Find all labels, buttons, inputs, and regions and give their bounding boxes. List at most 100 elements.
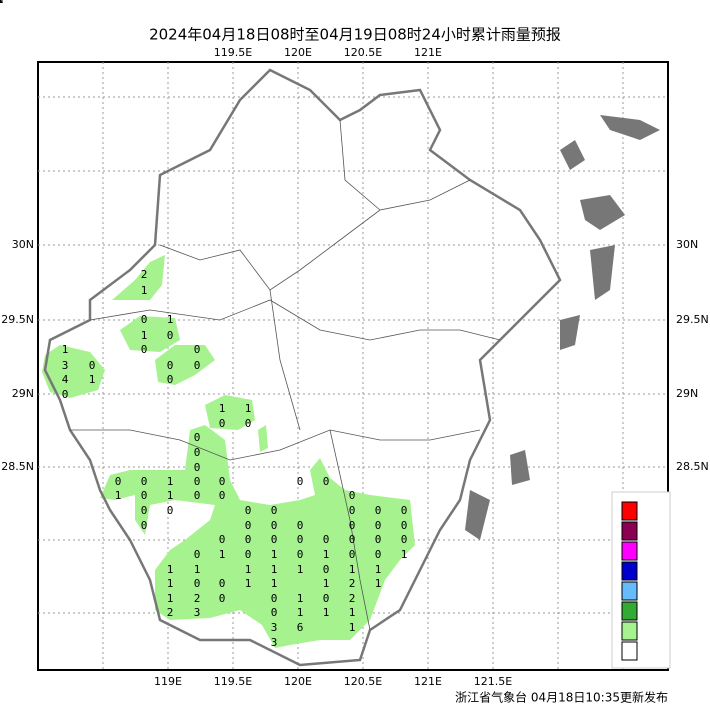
station-value: 1 — [141, 284, 148, 297]
county-borders — [70, 119, 501, 631]
rain-area — [120, 316, 180, 352]
station-value: 0 — [349, 519, 356, 532]
station-value: 0 — [245, 519, 252, 532]
station-value: 0 — [271, 533, 278, 546]
station-value: 0 — [297, 533, 304, 546]
station-value: 4 — [62, 373, 69, 386]
bottom-axis-label: 121.5E — [474, 675, 512, 688]
station-value: 0 — [297, 548, 304, 561]
province-outline — [43, 68, 562, 667]
station-value: 0 — [401, 533, 408, 546]
station-value: 1 — [271, 548, 278, 561]
station-value: 2 — [349, 577, 356, 590]
station-value: 1 — [349, 606, 356, 619]
bottom-axis-label: 120E — [284, 675, 312, 688]
station-value: 1 — [167, 563, 174, 576]
station-value: 0 — [141, 313, 148, 326]
bottom-axis-label: 120.5E — [344, 675, 382, 688]
station-value: 0 — [194, 475, 201, 488]
station-value: 1 — [219, 548, 226, 561]
station-value: 0 — [194, 359, 201, 372]
rain-area — [100, 425, 415, 648]
station-value: 1 — [375, 563, 382, 576]
station-value: 1 — [323, 577, 330, 590]
station-value: 1 — [167, 489, 174, 502]
top-axis-label: 119.5E — [214, 46, 252, 59]
rain-area — [155, 345, 215, 385]
station-value: 0 — [219, 592, 226, 605]
station-value: 0 — [167, 329, 174, 342]
station-value: 1 — [271, 577, 278, 590]
legend-box — [611, 491, 671, 669]
legend-swatch — [621, 561, 638, 581]
legend-swatch — [621, 581, 638, 601]
rain-area — [42, 345, 105, 398]
station-value: 0 — [375, 504, 382, 517]
left-axis-label: 28.5N — [1, 460, 34, 473]
station-value: 2 — [349, 592, 356, 605]
right-axis-label: 29.5N — [676, 313, 709, 326]
station-value: 1 — [271, 563, 278, 576]
station-value: 2 — [167, 606, 174, 619]
legend-swatch — [621, 621, 638, 641]
station-value: 0 — [401, 519, 408, 532]
station-value: 3 — [0, 0, 3, 6]
station-value: 0 — [375, 519, 382, 532]
bottom-axis-label: 121E — [414, 675, 442, 688]
station-value: 1 — [297, 592, 304, 605]
station-value: 0 — [271, 504, 278, 517]
station-value: 1 — [297, 606, 304, 619]
station-value: 0 — [141, 489, 148, 502]
station-value: 0 — [245, 533, 252, 546]
right-axis-label: 30N — [676, 238, 698, 251]
station-value: 0 — [271, 519, 278, 532]
station-value: 0 — [194, 343, 201, 356]
station-value: 0 — [375, 533, 382, 546]
station-value: 1 — [245, 563, 252, 576]
station-value: 0 — [194, 577, 201, 590]
station-value: 1 — [141, 329, 148, 342]
station-value: 0 — [271, 606, 278, 619]
border — [269, 289, 301, 431]
station-value: 0 — [323, 475, 330, 488]
station-value: 1 — [349, 621, 356, 634]
island — [465, 490, 490, 540]
station-value: 3 — [271, 636, 278, 649]
legend-swatch — [621, 501, 638, 521]
left-axis-label: 29.5N — [1, 313, 34, 326]
station-value: 1 — [297, 563, 304, 576]
station-value: 0 — [349, 504, 356, 517]
station-value: 1 — [167, 313, 174, 326]
station-value: 0 — [194, 489, 201, 502]
station-value: 0 — [245, 417, 252, 430]
border — [339, 119, 381, 211]
station-value: 1 — [167, 592, 174, 605]
station-value: 0 — [245, 548, 252, 561]
island — [590, 245, 615, 300]
station-value: 0 — [349, 489, 356, 502]
station-value: 0 — [219, 489, 226, 502]
border — [159, 179, 471, 291]
map-title: 2024年04月18日08时至04月19日08时24小时累计雨量预报 — [149, 26, 561, 44]
station-value: 0 — [349, 548, 356, 561]
rain-area — [258, 425, 268, 452]
legend-swatch — [621, 521, 638, 541]
station-value: 0 — [89, 359, 96, 372]
station-value: 0 — [245, 504, 252, 517]
right-axis-label: 28.5N — [676, 460, 709, 473]
station-value: 1 — [401, 548, 408, 561]
bottom-axis-label: 119E — [154, 675, 182, 688]
station-value: 0 — [219, 577, 226, 590]
station-value: 3 — [62, 359, 69, 372]
left-axis-label: 29N — [12, 387, 34, 400]
station-value: 0 — [167, 504, 174, 517]
island — [600, 115, 660, 140]
station-value: 0 — [62, 388, 69, 401]
station-value: 1 — [115, 489, 122, 502]
station-value: 1 — [89, 373, 96, 386]
top-axis-label: 121E — [414, 46, 442, 59]
border — [70, 429, 481, 461]
station-value: 0 — [323, 533, 330, 546]
